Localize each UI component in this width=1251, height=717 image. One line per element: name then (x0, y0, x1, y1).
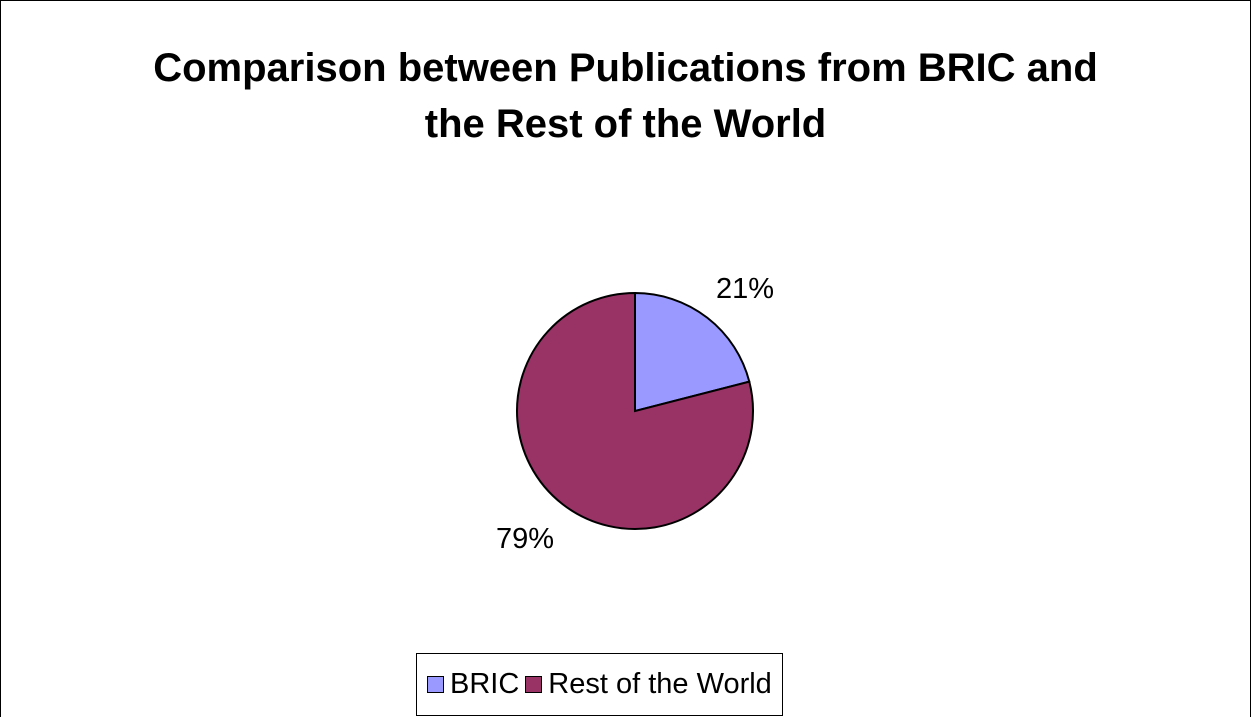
legend-label-rest-of-world: Rest of the World (548, 668, 772, 700)
legend-swatch-rest-of-world (525, 676, 543, 693)
data-label-rest-of-world: 79% (496, 523, 554, 555)
data-label-bric: 21% (716, 273, 774, 305)
pie-slice-rest-of-world (516, 291, 754, 530)
chart-legend: BRIC Rest of the World (416, 653, 783, 716)
legend-entry-bric: BRIC (427, 668, 519, 701)
legend-swatch-bric (427, 676, 444, 693)
legend-label-bric: BRIC (450, 668, 520, 700)
chart-title-line-2: the Rest of the World (424, 102, 827, 146)
chart-title-line-1: Comparison between Publications from BRI… (153, 46, 1098, 90)
chart-title: Comparison between Publications from BRI… (0, 40, 1251, 152)
pie-slice-bric (634, 291, 751, 413)
legend-entry-rest-of-world: Rest of the World (525, 668, 772, 701)
